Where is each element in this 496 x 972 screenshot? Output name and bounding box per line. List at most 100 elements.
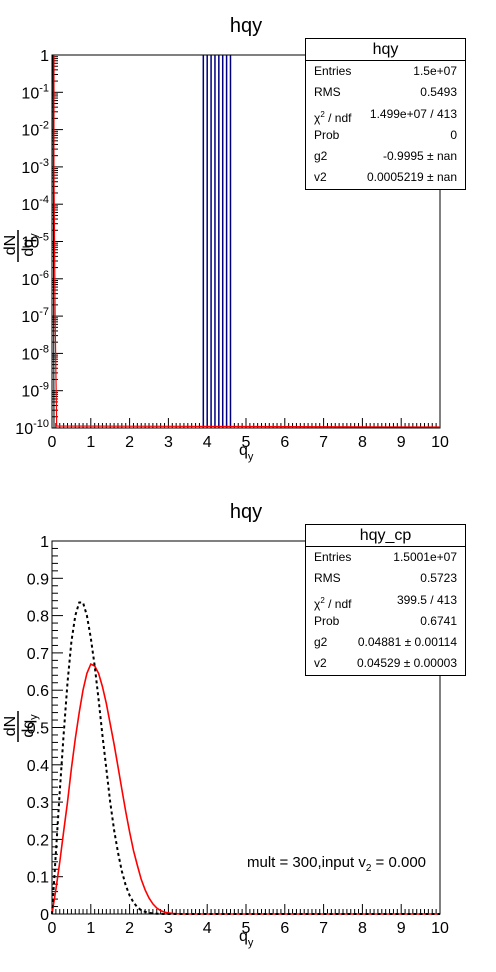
- x-tick-label: 2: [125, 434, 134, 451]
- y-tick-label: 10-4: [21, 194, 49, 214]
- x-axis-label: qy: [239, 442, 254, 463]
- stats-value: -0.9995 ± nan: [383, 149, 457, 164]
- stats-value: 0.04529 ± 0.00003: [356, 656, 457, 671]
- y-tick-label: 10-10: [15, 418, 49, 438]
- x-tick-label: 3: [164, 434, 173, 451]
- y-tick-label: 10-3: [21, 157, 49, 177]
- stats-value: 1.499e+07 / 413: [369, 106, 457, 121]
- stats-title: hqy_cp: [306, 525, 465, 547]
- stats-row: v2 0.04529 ± 0.00003: [306, 653, 465, 674]
- stats-row: Entries 1.5001e+07: [306, 547, 465, 568]
- stats-key: g2: [314, 149, 328, 164]
- stats-row: χ2 / ndf 1.499e+07 / 413: [306, 104, 465, 125]
- x-tick-label: 1: [86, 920, 95, 937]
- y-tick-label: 0.5: [27, 721, 49, 738]
- stats-value: 0: [450, 127, 457, 142]
- stats-key: Prob: [314, 127, 340, 142]
- bottom-plot-pad: hqy 0 1 2 3 4 5 6 7 8 9 10 0 0.1 0.2 0.3 0.4 0.5 0.6 0.7 0.…: [0, 486, 496, 972]
- stats-value: 0.5493: [420, 85, 457, 100]
- chart-title: hqy: [230, 501, 262, 523]
- histogram-spike: [52, 54, 55, 429]
- stats-value: 0.6741: [420, 613, 457, 628]
- x-tick-label: 7: [319, 920, 328, 937]
- svg-text:dN: dN: [2, 716, 19, 736]
- x-tick-label: 2: [125, 920, 134, 937]
- stats-row: g2 0.04881 ± 0.00114: [306, 632, 465, 653]
- stats-key: Entries: [314, 550, 352, 564]
- stats-key: RMS: [314, 85, 341, 100]
- x-tick-label: 4: [203, 920, 212, 937]
- y-axis-label: dN dqy: [2, 711, 40, 742]
- stats-row: g2 -0.9995 ± nan: [306, 146, 465, 167]
- stats-title: hqy: [306, 39, 465, 61]
- stats-row: Entries 1.5e+07: [306, 61, 465, 82]
- y-tick-label: 10-7: [21, 306, 49, 326]
- x-tick-label: 4: [203, 434, 212, 451]
- y-tick-label: 1: [40, 534, 49, 551]
- stats-key: v2: [314, 656, 327, 671]
- y-tick-label: 0: [40, 907, 49, 924]
- y-tick-label: 10-1: [21, 82, 49, 102]
- y-tick-label: 0.2: [27, 832, 49, 849]
- stats-key: Prob: [314, 613, 340, 628]
- stats-row: Prob 0: [306, 125, 465, 146]
- x-tick-label: 5: [242, 920, 251, 937]
- top-plot-pad: hqy 0 1 2 3 4 5 6 7 8 9 10 10-10 10-9 10-8 10-7 10-6 10-…: [2, 15, 466, 463]
- stats-key: RMS: [314, 571, 341, 586]
- x-tick-label: 0: [48, 434, 57, 451]
- svg-text:qy: qy: [239, 928, 254, 949]
- svg-text:dN: dN: [2, 235, 19, 255]
- annotation-text: mult = 300,input v2 = 0.000: [247, 854, 426, 874]
- stats-row: RMS 0.5493: [306, 82, 465, 103]
- x-tick-label: 9: [397, 434, 406, 451]
- stats-key: Entries: [314, 64, 352, 78]
- stats-key: v2: [314, 170, 327, 185]
- bottom-chart-svg: hqy 0 1 2 3 4 5 6 7 8 9 10 0 0.1 0.2 0.3 0.4 0.5 0.6 0.7 0.…: [2, 501, 449, 949]
- y-tick-label: 0.8: [27, 609, 49, 626]
- stats-key: χ2 / ndf: [314, 109, 352, 125]
- top-chart-svg: hqy 0 1 2 3 4 5 6 7 8 9 10 10-10 10-9 10-8 10-7 10-6 10-…: [2, 15, 449, 463]
- y-tick-label: 0.7: [27, 646, 49, 663]
- stats-row: Prob 0.6741: [306, 611, 465, 632]
- x-tick-label: 9: [397, 920, 406, 937]
- x-tick-label: 7: [319, 434, 328, 451]
- y-tick-label: 10-2: [21, 120, 49, 140]
- stats-key: g2: [314, 635, 328, 650]
- stats-box: hqy_cp Entries 1.5001e+07 RMS 0.5723 χ2 / nd…: [305, 524, 466, 676]
- x-axis-label: qy: [239, 928, 254, 949]
- y-tick-label: 0.4: [27, 758, 49, 775]
- stats-value: 0.5723: [420, 571, 457, 586]
- fit-curve: [53, 54, 441, 428]
- stats-value: 1.5e+07: [413, 64, 457, 78]
- stats-value: 1.5001e+07: [393, 550, 457, 564]
- x-tick-label: 6: [280, 434, 289, 451]
- y-tick-label: 10-8: [21, 343, 49, 363]
- x-tick-label: 3: [164, 920, 173, 937]
- y-tick-label: 0.1: [27, 870, 49, 887]
- x-tick-label: 6: [280, 920, 289, 937]
- y-tick-label: 0.3: [27, 795, 49, 812]
- stats-row: RMS 0.5723: [306, 568, 465, 589]
- y-tick-label: 10-6: [21, 269, 49, 289]
- svg-text:qy: qy: [239, 442, 254, 463]
- dotted-curve: [51, 601, 440, 915]
- chart-title: hqy: [230, 15, 262, 37]
- y-tick-label: 10-9: [21, 381, 49, 401]
- x-tick-label: 5: [242, 434, 251, 451]
- y-tick-label: 0.6: [27, 683, 49, 700]
- x-tick-label: 8: [358, 920, 367, 937]
- y-tick-label: 0.9: [27, 571, 49, 588]
- fit-curve: [51, 663, 440, 915]
- x-tick-label: 1: [86, 434, 95, 451]
- y-tick-label: 1: [40, 48, 49, 65]
- stats-value: 399.5 / 413: [396, 592, 457, 607]
- stats-key: χ2 / ndf: [314, 595, 352, 611]
- x-tick-label: 10: [431, 920, 449, 937]
- x-tick-label: 10: [431, 434, 449, 451]
- stats-value: 0.04881 ± 0.00114: [357, 635, 457, 650]
- stats-value: 0.0005219 ± nan: [367, 170, 457, 185]
- stats-row: v2 0.0005219 ± nan: [306, 167, 465, 188]
- x-tick-label: 0: [48, 920, 57, 937]
- x-tick-label: 8: [358, 434, 367, 451]
- stats-row: χ2 / ndf 399.5 / 413: [306, 590, 465, 611]
